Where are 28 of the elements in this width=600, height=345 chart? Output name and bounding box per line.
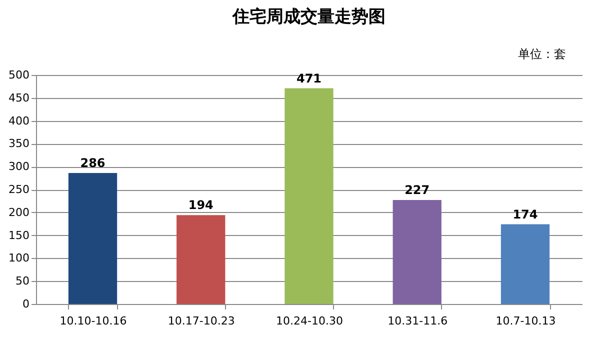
y-tick-label: 0 xyxy=(22,298,30,310)
x-tick-label: 10.17-10.23 xyxy=(168,314,235,328)
text: 单位：套 xyxy=(518,47,566,61)
y-tick-label: 300 xyxy=(8,160,30,174)
x-tick-label: 10.24-10.30 xyxy=(276,314,343,328)
bar xyxy=(68,173,118,304)
x-tick-label: 10.31-11.6 xyxy=(388,314,448,328)
y-tick-label: 500 xyxy=(8,68,30,82)
data-label: 227 xyxy=(404,183,430,198)
y-tick-label: 50 xyxy=(16,274,30,288)
y-tick-label: 100 xyxy=(8,252,30,265)
y-tick-label: 250 xyxy=(8,183,30,196)
y-tick-label: 150 xyxy=(8,228,30,242)
bar xyxy=(176,215,226,304)
x-tick-label: 10.10-10.16 xyxy=(60,314,127,328)
bar xyxy=(500,224,550,304)
data-label: 174 xyxy=(512,207,538,222)
y-tick-label: 400 xyxy=(8,114,30,128)
y-tick-label: 350 xyxy=(8,137,30,150)
data-label: 194 xyxy=(188,198,214,212)
bar xyxy=(284,88,334,304)
data-label: 286 xyxy=(80,156,106,170)
x-tick-label: 10.7-10.13 xyxy=(496,314,556,328)
y-tick-label: 450 xyxy=(8,91,30,104)
chart-title: 住宅周成交量走势图 xyxy=(232,7,386,27)
y-tick-label: 200 xyxy=(8,206,30,219)
bar xyxy=(392,200,442,304)
data-label: 471 xyxy=(296,71,322,86)
